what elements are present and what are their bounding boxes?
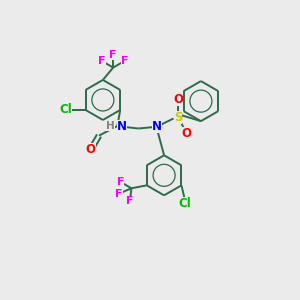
Text: F: F	[110, 50, 117, 60]
Text: F: F	[115, 189, 123, 199]
Text: F: F	[126, 196, 134, 206]
Text: F: F	[116, 177, 124, 187]
Text: N: N	[117, 120, 127, 133]
Text: O: O	[181, 127, 191, 140]
Text: F: F	[98, 56, 106, 66]
Text: Cl: Cl	[178, 197, 191, 210]
Text: Cl: Cl	[59, 103, 72, 116]
Text: N: N	[152, 120, 162, 133]
Text: F: F	[121, 56, 128, 66]
Text: H: H	[106, 121, 115, 131]
Text: S: S	[174, 111, 182, 124]
Text: O: O	[173, 93, 183, 106]
Text: O: O	[86, 143, 96, 156]
